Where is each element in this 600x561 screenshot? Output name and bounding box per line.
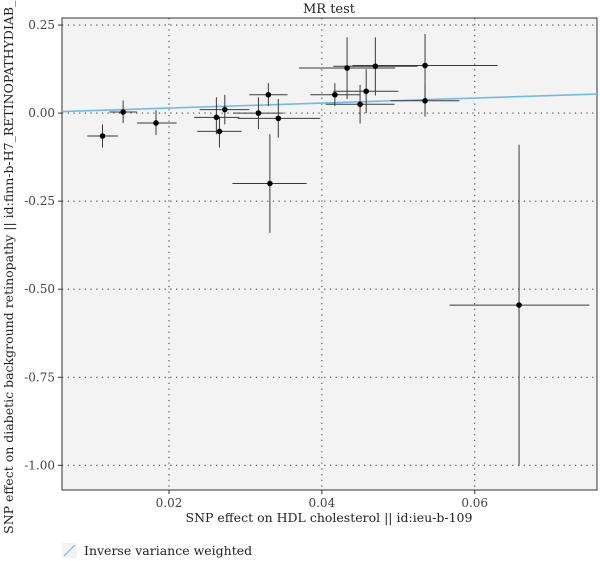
data-point <box>213 114 220 121</box>
data-point <box>267 180 273 187</box>
x-axis-ticks: 0.02 0.04 0.06 <box>156 490 488 510</box>
data-point <box>255 110 262 116</box>
data-point <box>344 65 350 71</box>
y-tick-label: 0.00 <box>28 106 55 120</box>
plot-panel <box>61 17 598 491</box>
y-tick-label: -0.25 <box>24 194 55 208</box>
chart-title: MR test <box>303 2 356 17</box>
y-axis-ticks: 0.25 0.00 -0.25 -0.50 -0.75 -1.00 <box>24 18 62 472</box>
fit-line-group <box>61 93 598 113</box>
data-point <box>516 302 522 308</box>
y-tick-label: -0.50 <box>24 282 55 296</box>
data-point <box>99 133 106 139</box>
x-tick-label: 0.04 <box>308 496 335 510</box>
data-point <box>363 88 369 95</box>
y-tick-label: -1.00 <box>24 458 55 472</box>
data-points <box>99 62 522 308</box>
y-tick-label: -0.75 <box>24 370 55 384</box>
strip-background <box>62 0 597 18</box>
data-point <box>357 101 363 108</box>
data-point <box>153 120 159 126</box>
data-point <box>221 106 228 113</box>
data-point <box>265 91 272 98</box>
data-point <box>216 128 223 135</box>
legend-key-line <box>63 544 76 557</box>
grid-lines <box>62 18 597 490</box>
legend-label-ivw: Inverse variance weighted <box>84 543 252 558</box>
y-tick-label: 0.25 <box>28 18 55 32</box>
data-point <box>422 62 428 69</box>
data-point <box>372 63 379 70</box>
x-axis-title: SNP effect on HDL cholesterol || id:ieu-… <box>186 510 473 525</box>
data-point <box>120 109 126 115</box>
x-tick-label: 0.02 <box>156 496 183 510</box>
data-point <box>275 115 282 122</box>
fit-line-ivw <box>61 93 598 113</box>
data-point <box>422 97 428 104</box>
data-point <box>332 91 338 98</box>
x-tick-label: 0.06 <box>461 496 488 510</box>
legend: Inverse variance weighted <box>62 543 252 558</box>
y-axis-title: SNP effect on diabetic background retino… <box>1 0 16 534</box>
